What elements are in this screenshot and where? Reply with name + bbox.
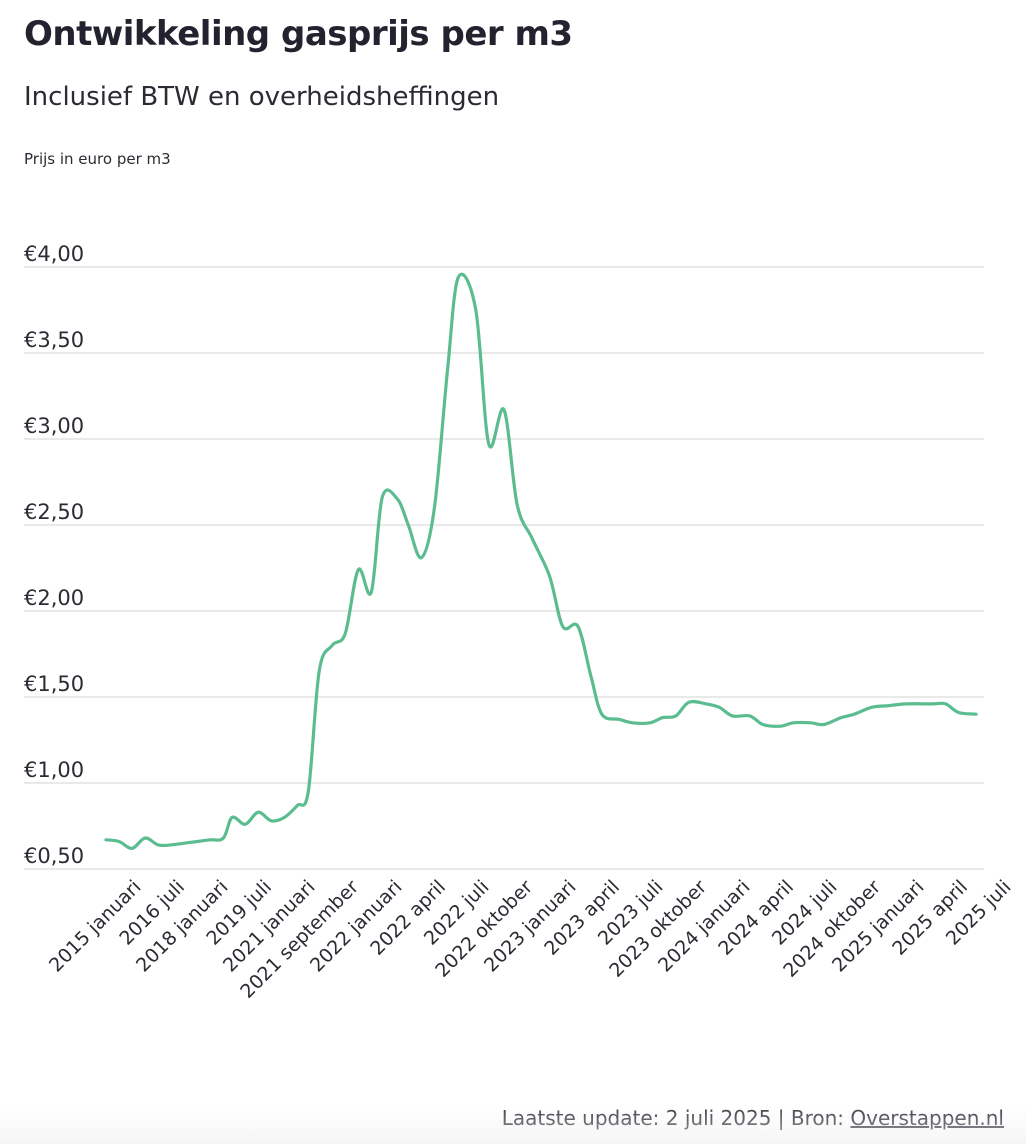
chart-title: Ontwikkeling gasprijs per m3 bbox=[24, 14, 573, 54]
y-tick-label: €1,00 bbox=[24, 758, 84, 782]
source-link[interactable]: Overstappen.nl bbox=[850, 1106, 1004, 1130]
y-tick-label: €0,50 bbox=[24, 844, 84, 868]
update-text: Laatste update: 2 juli 2025 | Bron: bbox=[501, 1106, 851, 1130]
y-tick-label: €4,00 bbox=[24, 242, 84, 266]
series-line bbox=[104, 272, 978, 850]
line-chart: €0,50 €1,00 €1,50 €2,00 €2,50 €3,00 €3,50 €4,00… bbox=[24, 242, 1016, 1003]
y-axis-unit-label: Prijs in euro per m3 bbox=[24, 150, 171, 168]
y-tick-label: €3,50 bbox=[24, 328, 84, 352]
footer-credits: Laatste update: 2 juli 2025 | Bron: Over… bbox=[502, 1106, 1004, 1130]
chart-subtitle: Inclusief BTW en overheidsheffingen bbox=[24, 82, 500, 112]
y-tick-label: €2,50 bbox=[24, 500, 84, 524]
y-tick-label: €2,00 bbox=[24, 586, 84, 610]
y-tick-label: €3,00 bbox=[24, 414, 84, 438]
y-tick-label: €1,50 bbox=[24, 672, 84, 696]
